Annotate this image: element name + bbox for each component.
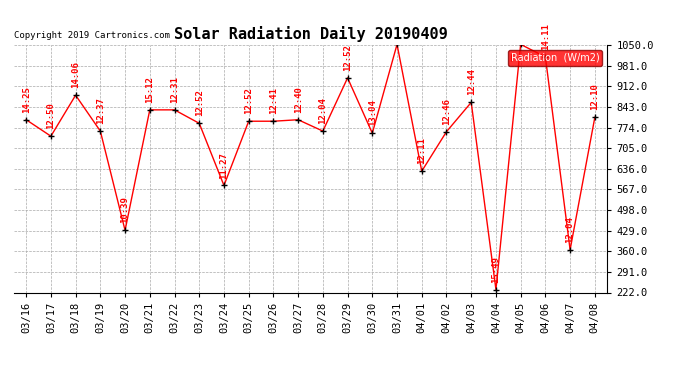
Text: 12:25: 12:25 (0, 374, 1, 375)
Text: 12:40: 12:40 (294, 86, 303, 113)
Text: 12:52: 12:52 (195, 90, 204, 116)
Text: 11:27: 11:27 (219, 152, 228, 178)
Text: 14:11: 14:11 (541, 23, 550, 50)
Text: 12:52: 12:52 (244, 87, 253, 114)
Text: 13:04: 13:04 (368, 99, 377, 126)
Text: 15:12: 15:12 (146, 76, 155, 103)
Text: 10:39: 10:39 (121, 196, 130, 223)
Text: 15:49: 15:49 (491, 256, 500, 283)
Text: 12:11: 12:11 (417, 137, 426, 164)
Title: Solar Radiation Daily 20190409: Solar Radiation Daily 20190409 (174, 27, 447, 42)
Text: 12:37: 12:37 (96, 97, 105, 124)
Text: 12:04: 12:04 (318, 97, 327, 124)
Text: 14:11: 14:11 (0, 374, 1, 375)
Text: 12:31: 12:31 (170, 76, 179, 103)
Text: 12:52: 12:52 (343, 44, 352, 71)
Text: 12:04: 12:04 (566, 216, 575, 243)
Text: 12:10: 12:10 (591, 84, 600, 110)
Text: 14:25: 14:25 (21, 86, 30, 113)
Text: 12:50: 12:50 (46, 102, 55, 129)
Text: 12:41: 12:41 (269, 87, 278, 114)
Text: 12:44: 12:44 (466, 69, 475, 96)
Legend: Radiation  (W/m2): Radiation (W/m2) (508, 50, 602, 66)
Text: 14:06: 14:06 (71, 62, 80, 88)
Text: 12:46: 12:46 (442, 98, 451, 125)
Text: Copyright 2019 Cartronics.com: Copyright 2019 Cartronics.com (14, 31, 170, 40)
